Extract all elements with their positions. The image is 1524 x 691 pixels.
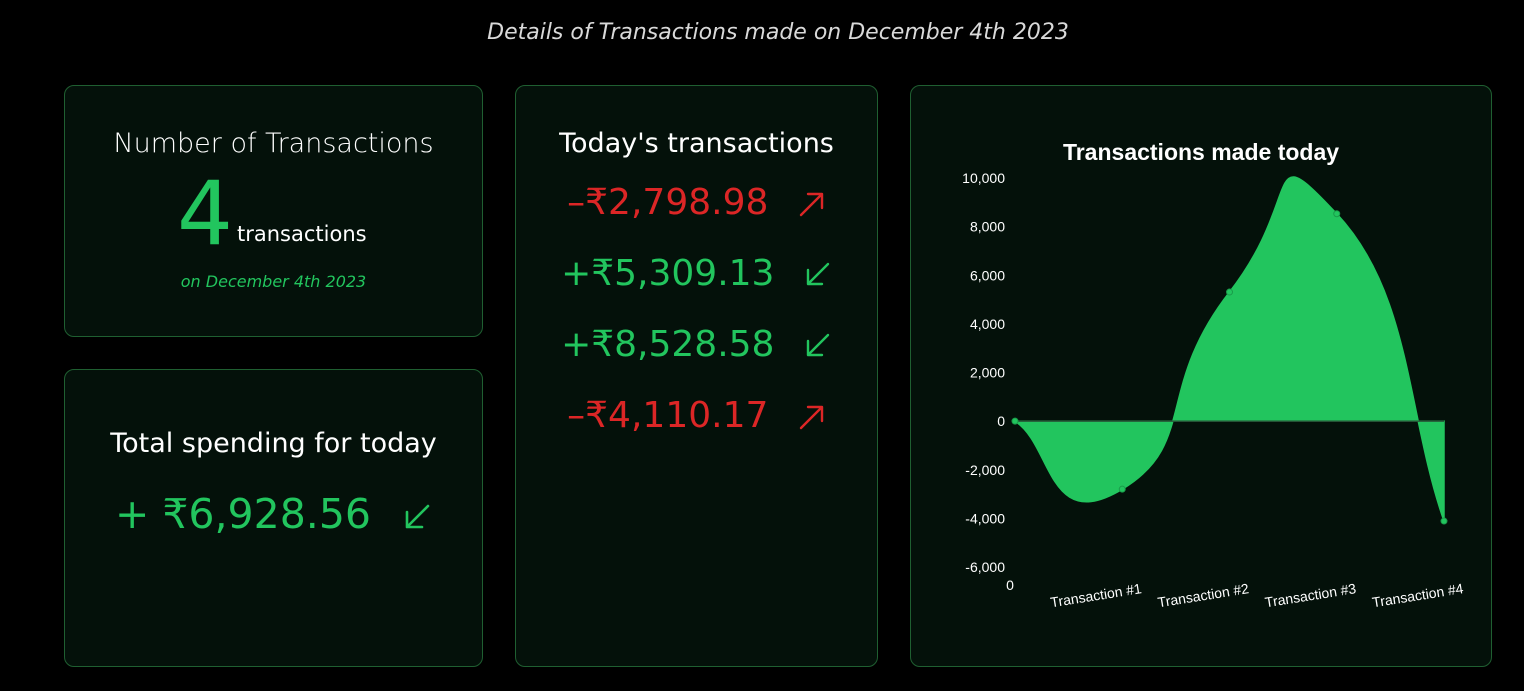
transactions-area-chart: Transactions made today 10,000 8,000 6,000…	[962, 139, 1465, 610]
y-tick-label: 0	[997, 413, 1005, 429]
y-tick-label: 2,000	[970, 365, 1005, 381]
transaction-date: on December 4th 2023	[180, 272, 367, 291]
area-series	[1012, 176, 1445, 522]
y-tick-label: 10,000	[962, 170, 1005, 186]
y-tick-label: -6,000	[965, 559, 1005, 575]
card-heading: Total spending for today	[110, 428, 437, 459]
transaction-amount: –₹4,110.17	[567, 395, 769, 436]
y-tick-label: 8,000	[970, 219, 1005, 235]
arrow-down-left-icon	[806, 262, 830, 286]
transaction-amount: –₹2,798.98	[567, 182, 769, 223]
transaction-count-card: Number of Transactions 4 transactions on…	[64, 85, 483, 337]
x-axis: 0 Transaction #1 Transaction #2 Transaction…	[1006, 577, 1465, 610]
x-tick-label: Transaction #2	[1157, 580, 1251, 610]
transaction-list: –₹2,798.98 +₹5,309.13 +₹8,528.58 –₹4,110…	[516, 178, 877, 462]
y-tick-label: 4,000	[970, 316, 1005, 332]
arrow-down-left-icon	[405, 504, 430, 529]
x-tick-label: Transaction #1	[1049, 580, 1143, 610]
total-spending-row: + ₹6,928.56	[65, 490, 482, 538]
list-item: –₹2,798.98	[516, 178, 877, 249]
data-points	[1011, 210, 1448, 525]
total-spending-card: Total spending for today + ₹6,928.56	[64, 369, 483, 667]
y-axis: 10,000 8,000 6,000 4,000 2,000 0 -2,000 -4,000 -…	[962, 170, 1005, 575]
x-tick-label: Transaction #4	[1371, 580, 1465, 610]
list-item: +₹5,309.13	[516, 249, 877, 320]
chart-title: Transactions made today	[1063, 139, 1339, 165]
card-heading: Today's transactions	[559, 128, 834, 159]
total-spending-amount: + ₹6,928.56	[114, 490, 371, 538]
y-tick-label: -4,000	[965, 510, 1005, 526]
page-title: Details of Transactions made on December…	[487, 20, 1069, 45]
arrow-up-right-icon	[799, 192, 824, 217]
todays-transactions-card: Today's transactions –₹2,798.98 +₹5,309.…	[515, 85, 878, 667]
data-point[interactable]	[1333, 210, 1341, 218]
data-point[interactable]	[1440, 517, 1448, 525]
x-tick-label: 0	[1006, 577, 1014, 593]
transaction-amount: +₹8,528.58	[561, 324, 775, 365]
data-point[interactable]	[1226, 288, 1233, 296]
arrow-up-right-icon	[799, 405, 824, 430]
y-tick-label: -2,000	[965, 462, 1005, 478]
transaction-count: 4	[177, 162, 233, 265]
data-point[interactable]	[1118, 485, 1126, 493]
transactions-chart-card: Transactions made today 10,000 8,000 6,000…	[910, 85, 1492, 667]
list-item: +₹8,528.58	[516, 320, 877, 391]
data-point[interactable]	[1011, 417, 1019, 425]
y-tick-label: 6,000	[970, 267, 1005, 283]
list-item: –₹4,110.17	[516, 391, 877, 462]
transaction-count-unit: transactions	[237, 222, 367, 246]
card-heading: Number of Transactions	[113, 128, 434, 159]
x-tick-label: Transaction #3	[1264, 580, 1358, 610]
transaction-amount: +₹5,309.13	[561, 253, 775, 294]
arrow-down-left-icon	[806, 333, 830, 357]
